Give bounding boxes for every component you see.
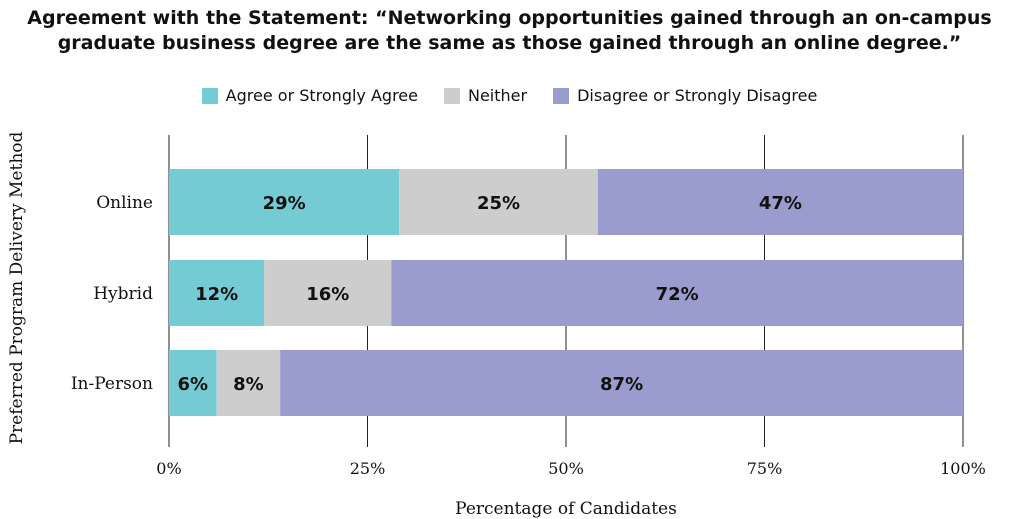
- legend-swatch-disagree: [553, 87, 570, 104]
- bar-segment-agree: [169, 350, 217, 416]
- legend-swatch-agree: [201, 87, 218, 104]
- legend-item-neither: Neither: [443, 86, 528, 105]
- bar-segment-neither: [216, 350, 281, 416]
- chart-title-line-2: graduate business degree are the same as…: [57, 32, 962, 54]
- bars: [169, 169, 963, 416]
- bar-segment-disagree: [391, 260, 963, 326]
- x-tick-label: 100%: [940, 459, 986, 478]
- chart-legend: Agree or Strongly Agree Neither Disagree…: [0, 86, 1019, 105]
- bar-segment-disagree: [597, 169, 963, 235]
- data-label: 8%: [233, 374, 264, 395]
- x-axis-title: Percentage of Candidates: [455, 499, 677, 519]
- legend-item-disagree: Disagree or Strongly Disagree: [553, 86, 817, 105]
- bar-segment-agree: [169, 169, 400, 235]
- category-label: Online: [96, 193, 153, 213]
- data-label: 12%: [195, 284, 238, 305]
- data-label: 72%: [656, 284, 699, 305]
- data-label: 16%: [306, 284, 349, 305]
- data-label: 29%: [263, 193, 306, 214]
- x-tick-label: 50%: [548, 459, 584, 478]
- category-label: In-Person: [71, 374, 153, 394]
- x-tick-label: 0%: [156, 459, 181, 478]
- legend-item-agree: Agree or Strongly Agree: [201, 86, 418, 105]
- legend-swatch-neither: [443, 87, 460, 104]
- bar-segment-neither: [264, 260, 392, 326]
- legend-label-agree: Agree or Strongly Agree: [225, 86, 418, 105]
- data-labels: 29% 25% 47% 12% 16% 72% 6% 8% 87%: [178, 193, 802, 395]
- y-axis-title: Preferred Program Delivery Method: [7, 131, 27, 444]
- chart-title: Agreement with the Statement: “Networkin…: [0, 6, 1019, 56]
- legend-label-neither: Neither: [467, 86, 528, 105]
- category-label: Hybrid: [93, 284, 153, 304]
- data-label: 47%: [759, 193, 802, 214]
- x-tick-labels: 0% 25% 50% 75% 100%: [156, 459, 986, 478]
- data-label: 6%: [178, 374, 209, 395]
- category-labels: Online Hybrid In-Person: [71, 193, 153, 394]
- data-label: 87%: [600, 374, 643, 395]
- data-label: 25%: [477, 193, 520, 214]
- bar-segment-disagree: [280, 350, 963, 416]
- chart-title-line-1: Agreement with the Statement: “Networkin…: [27, 7, 992, 29]
- bar-segment-neither: [399, 169, 598, 235]
- bar-segment-agree: [169, 260, 265, 326]
- x-tick-label: 75%: [747, 459, 783, 478]
- legend-label-disagree: Disagree or Strongly Disagree: [577, 86, 818, 105]
- x-tick-label: 25%: [350, 459, 386, 478]
